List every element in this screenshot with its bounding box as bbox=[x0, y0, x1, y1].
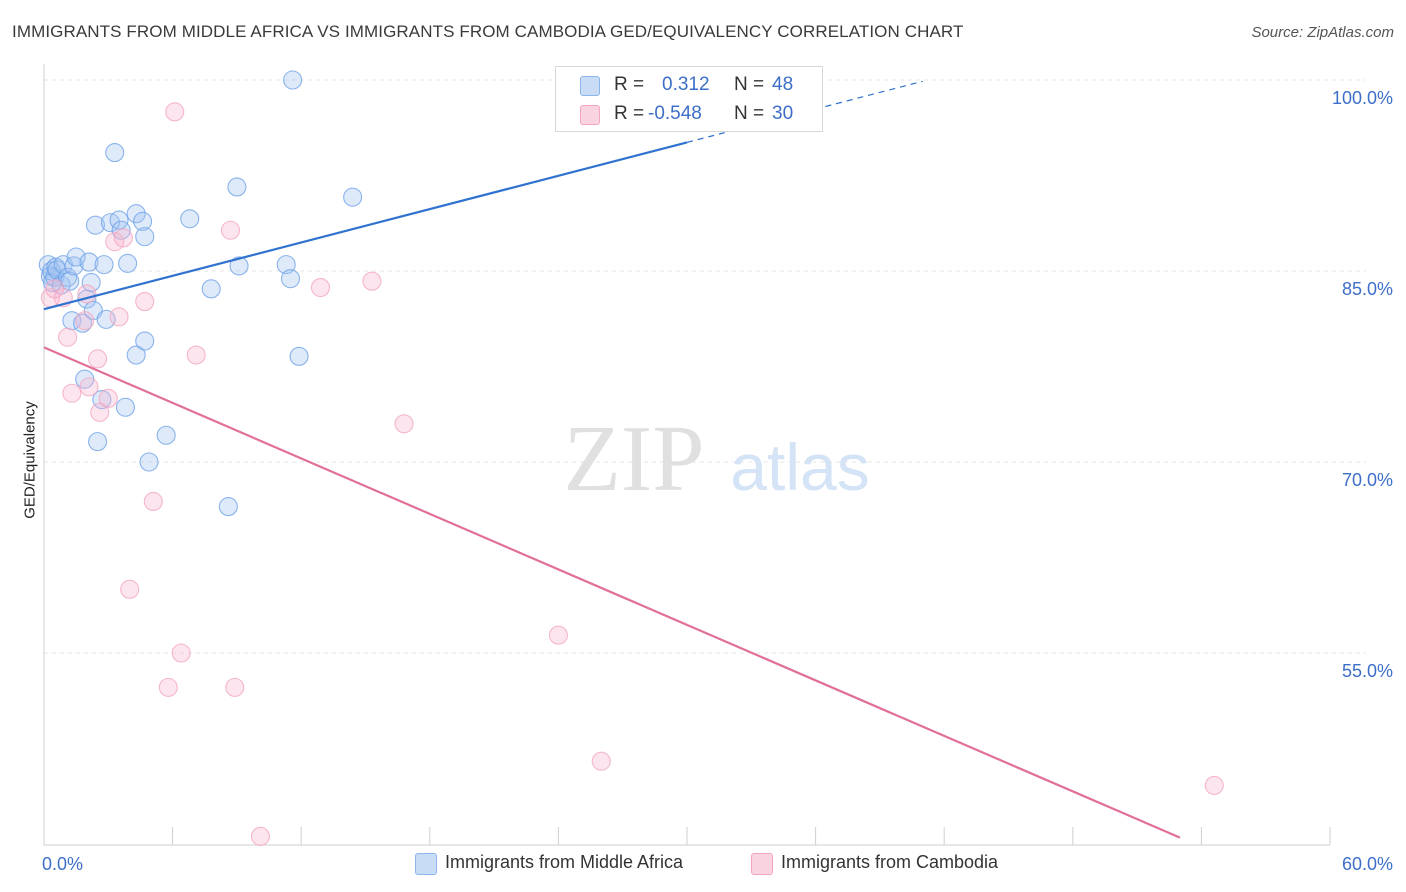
point-cambodia bbox=[250, 826, 271, 846]
watermark-atlas: atlas bbox=[730, 430, 869, 504]
point-cambodia bbox=[88, 349, 108, 369]
point-cambodia bbox=[62, 383, 82, 403]
legend-n-value: 48 bbox=[772, 74, 794, 95]
point-cambodia bbox=[143, 491, 163, 512]
point-cambodia bbox=[220, 220, 241, 240]
legend-swatch-blue bbox=[415, 853, 437, 875]
chart-title: IMMIGRANTS FROM MIDDLE AFRICA VS IMMIGRA… bbox=[12, 22, 964, 41]
point-middle-africa bbox=[227, 177, 247, 197]
point-cambodia bbox=[58, 327, 78, 347]
point-cambodia bbox=[225, 677, 245, 697]
point-middle-africa bbox=[79, 252, 99, 272]
point-cambodia bbox=[310, 278, 331, 298]
trend-line-cambodia bbox=[43, 346, 1181, 839]
data-points bbox=[38, 70, 1224, 846]
point-cambodia bbox=[98, 388, 118, 408]
y-tick-label: 100.0% bbox=[1332, 88, 1393, 108]
point-middle-africa bbox=[66, 247, 86, 267]
legend-row-cambodia: R = -0.548 N = 30 bbox=[556, 100, 822, 128]
y-axis-label: GED/Equivalency bbox=[21, 401, 39, 519]
point-middle-africa bbox=[280, 269, 301, 289]
x-tick-label: 0.0% bbox=[42, 854, 83, 874]
point-cambodia bbox=[1204, 775, 1224, 795]
legend-n-label: N = bbox=[734, 103, 765, 124]
x-tick-label: 60.0% bbox=[1342, 854, 1393, 874]
trend-line-middle-africa bbox=[43, 141, 688, 311]
y-tick-label: 85.0% bbox=[1342, 279, 1393, 299]
legend-label-middle-africa: Immigrants from Middle Africa bbox=[445, 852, 684, 872]
legend-r-label: R = bbox=[614, 74, 645, 95]
point-middle-africa bbox=[111, 220, 131, 240]
legend-r-value: -0.548 bbox=[648, 103, 702, 124]
point-cambodia bbox=[79, 377, 99, 397]
point-cambodia bbox=[90, 402, 110, 422]
point-middle-africa bbox=[126, 345, 146, 365]
legend-swatch-pink bbox=[580, 105, 600, 125]
point-cambodia bbox=[394, 414, 414, 434]
y-tick-label: 55.0% bbox=[1342, 661, 1393, 681]
grid-lines bbox=[44, 79, 1366, 654]
point-middle-africa bbox=[139, 452, 159, 472]
point-middle-africa bbox=[180, 209, 200, 229]
point-cambodia bbox=[362, 271, 382, 291]
point-middle-africa bbox=[94, 255, 114, 275]
point-cambodia bbox=[165, 102, 185, 122]
point-cambodia bbox=[113, 228, 133, 248]
point-middle-africa bbox=[201, 279, 221, 299]
legend-label-cambodia: Immigrants from Cambodia bbox=[781, 852, 999, 872]
legend-n-label: N = bbox=[734, 74, 765, 95]
point-middle-africa bbox=[289, 346, 309, 366]
source-label: Source: ZipAtlas.com bbox=[1251, 24, 1394, 41]
point-middle-africa bbox=[126, 204, 146, 224]
point-middle-africa bbox=[105, 143, 125, 163]
tick-labels: 100.0% 85.0% 70.0% 55.0% 0.0% 60.0% bbox=[42, 88, 1393, 874]
point-middle-africa bbox=[135, 331, 155, 351]
point-cambodia bbox=[120, 579, 140, 599]
point-middle-africa bbox=[133, 211, 153, 231]
point-middle-africa bbox=[135, 227, 155, 247]
legend-row-middle-africa: R = 0.312 N = 48 bbox=[556, 71, 822, 99]
point-middle-africa bbox=[88, 432, 108, 452]
point-cambodia bbox=[158, 677, 178, 697]
legend-swatch-blue bbox=[580, 76, 600, 96]
point-middle-africa bbox=[81, 272, 101, 293]
point-middle-africa bbox=[229, 256, 249, 276]
legend-r-value: 0.312 bbox=[662, 74, 710, 95]
y-tick-label: 70.0% bbox=[1342, 470, 1393, 490]
point-cambodia bbox=[75, 311, 95, 331]
point-cambodia bbox=[171, 643, 191, 663]
point-middle-africa bbox=[343, 187, 363, 207]
point-middle-africa bbox=[73, 313, 93, 333]
point-middle-africa bbox=[115, 397, 135, 417]
legend-n-value: 30 bbox=[772, 103, 794, 124]
point-cambodia bbox=[591, 751, 611, 771]
point-cambodia bbox=[135, 292, 155, 312]
point-cambodia bbox=[548, 625, 568, 645]
legend-r-label: R = bbox=[614, 103, 645, 124]
watermark: ZIP atlas bbox=[564, 407, 870, 511]
point-middle-africa bbox=[156, 425, 176, 445]
point-middle-africa bbox=[60, 271, 80, 291]
legend-swatch-pink bbox=[751, 853, 773, 875]
point-cambodia bbox=[109, 307, 129, 327]
point-cambodia bbox=[186, 345, 206, 365]
point-middle-africa bbox=[283, 70, 303, 90]
watermark-zip: ZIP bbox=[564, 407, 705, 511]
correlation-legend: R = 0.312 N = 48 R = -0.548 N = 30 bbox=[555, 66, 823, 132]
point-middle-africa bbox=[218, 497, 238, 517]
point-middle-africa bbox=[118, 253, 138, 273]
point-middle-africa bbox=[85, 215, 105, 235]
